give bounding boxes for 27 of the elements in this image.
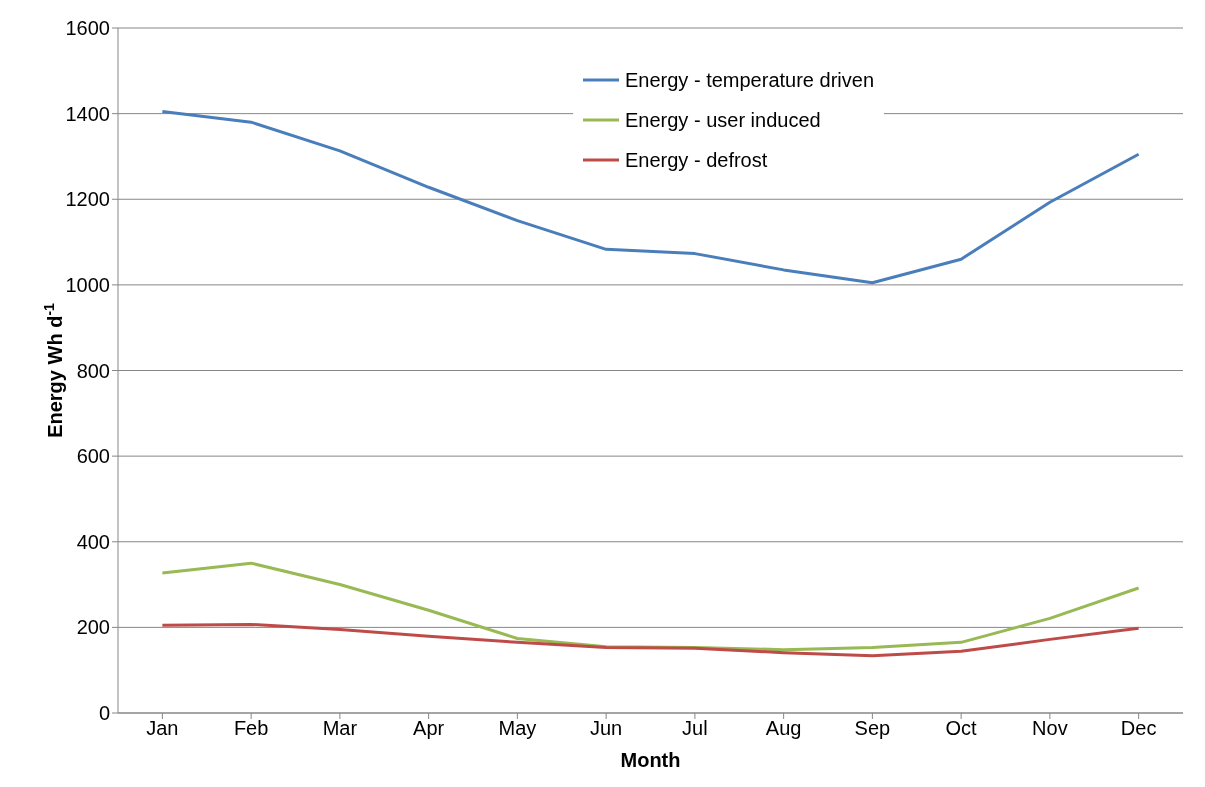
y-tick-label: 800 (76, 359, 110, 382)
x-tick-label: Aug (765, 717, 802, 740)
line-series (160, 109, 1141, 285)
x-tick-label: Mar (322, 717, 358, 740)
x-tick-label: Nov (1032, 717, 1068, 740)
x-tick-label: Jan (146, 717, 179, 740)
y-tick-label: 200 (76, 616, 110, 639)
line-series (160, 622, 1141, 658)
x-tick-label: Feb (233, 717, 269, 740)
x-tick-label: Jun (590, 717, 623, 740)
x-axis-title: Month (620, 749, 681, 772)
x-tick-label: Oct (945, 717, 978, 740)
legend-label: Energy - defrost (625, 148, 768, 172)
y-tick-label: 1600 (65, 17, 110, 40)
y-tick-label: 0 (98, 702, 110, 725)
y-tick-label: 400 (76, 530, 110, 553)
y-tick-label: 600 (76, 445, 110, 468)
y-tick-label: 1200 (65, 188, 110, 211)
legend-label: Energy - temperature driven (625, 68, 875, 92)
x-tick-label: Sep (854, 717, 891, 740)
y-tick-label: 1000 (65, 273, 110, 296)
x-tick-label: Apr (413, 717, 445, 740)
x-tick-label: May (498, 717, 537, 740)
legend-label: Energy - user induced (625, 108, 821, 132)
x-tick-label: Dec (1120, 717, 1157, 740)
y-tick-label: 1400 (65, 102, 110, 125)
x-tick-label: Jul (682, 717, 708, 740)
